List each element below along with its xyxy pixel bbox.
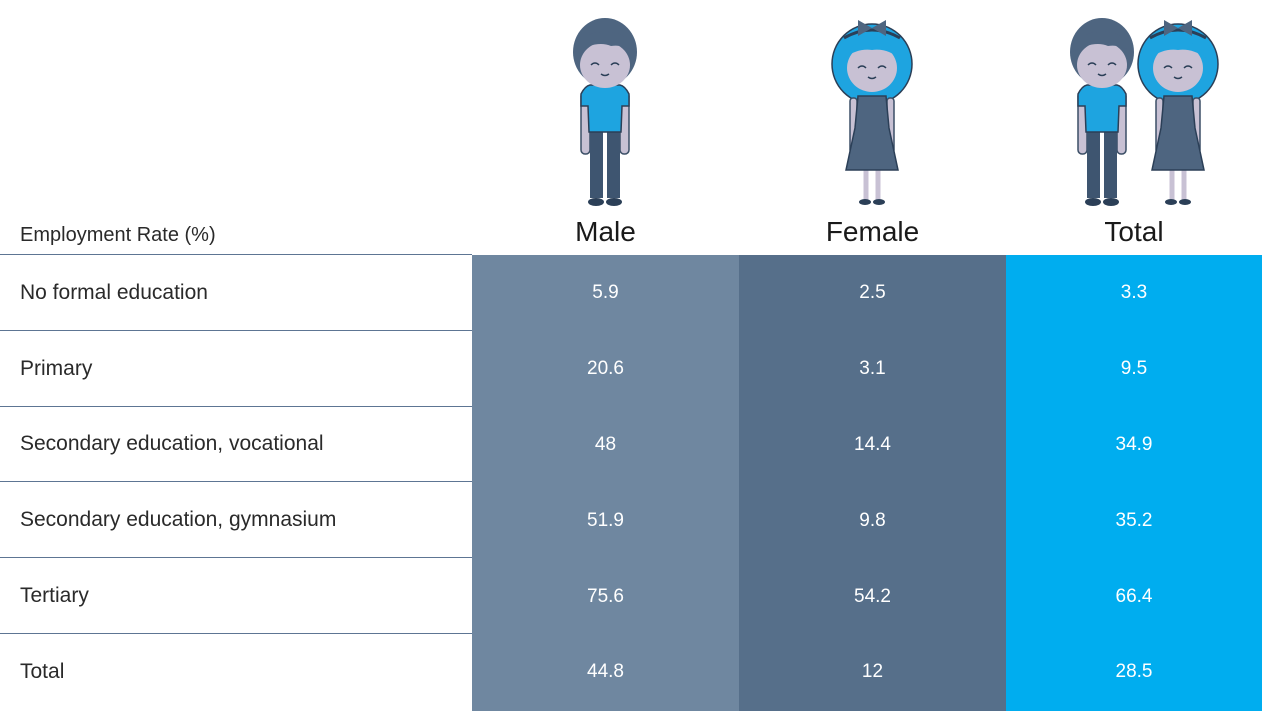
total-girl-figure	[1138, 20, 1218, 205]
row-divider	[0, 254, 472, 255]
value-cell: 2.5	[739, 255, 1006, 332]
male-figure	[572, 17, 638, 207]
value-cell: 9.8	[739, 482, 1006, 560]
table-title: Employment Rate (%)	[20, 224, 216, 246]
value-cell: 20.6	[472, 330, 739, 408]
row-label: Tertiary	[20, 584, 89, 608]
row-label: Primary	[20, 356, 93, 380]
row-divider	[0, 633, 472, 634]
value-cell: 12	[739, 634, 1006, 711]
row-label: Secondary education, gymnasium	[20, 508, 337, 532]
column-header: Male	[575, 216, 636, 247]
column-header: Female	[825, 216, 920, 247]
value-cell: 3.3	[1006, 255, 1262, 332]
value-cell: 34.9	[1006, 406, 1262, 484]
row-label: No formal education	[20, 280, 208, 304]
value-cell: 28.5	[1006, 634, 1262, 711]
value-cell: 5.9	[472, 255, 739, 332]
value-cell: 3.1	[739, 330, 1006, 408]
row-divider	[0, 557, 472, 559]
value-cell: 54.2	[739, 558, 1006, 635]
value-cell: 75.6	[472, 558, 739, 635]
row-divider	[0, 405, 472, 407]
illustrations	[572, 17, 1262, 210]
female-figure	[832, 20, 912, 205]
row-divider	[0, 481, 472, 483]
value-cell: 35.2	[1006, 482, 1262, 560]
value-cell: 66.4	[1006, 558, 1262, 635]
value-cell: 9.5	[1006, 330, 1262, 408]
row-label: Secondary education, vocational	[20, 432, 324, 456]
value-cell: 51.9	[472, 482, 739, 560]
total-boy-figure	[1069, 17, 1135, 207]
value-cell: 48	[472, 406, 739, 484]
row-divider	[0, 329, 472, 331]
row-label: Total	[20, 659, 65, 683]
value-cell: 44.8	[472, 634, 739, 711]
value-cell: 14.4	[739, 406, 1006, 484]
column-header: Total	[1104, 216, 1164, 247]
